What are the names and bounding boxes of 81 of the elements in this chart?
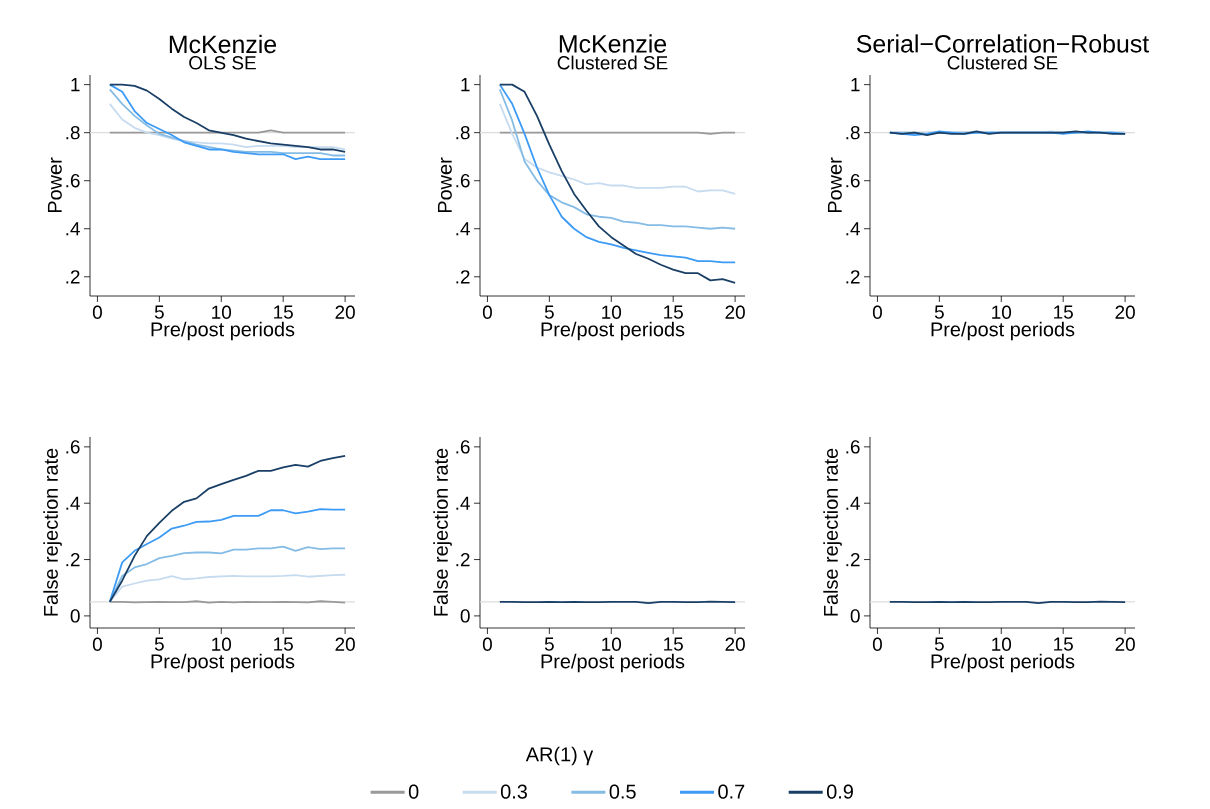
x-tick-label: 0 [872, 305, 882, 319]
legend-label: 0.7 [718, 784, 745, 799]
y-tick-label: .6 [456, 174, 470, 188]
x-axis-title: Pre/post periods [151, 653, 295, 673]
y-tick-label: 1 [851, 78, 860, 92]
y-tick-label: .4 [66, 496, 80, 510]
y-tick-label: .6 [456, 440, 470, 454]
y-tick-label: .6 [66, 440, 80, 454]
y-tick-label: .6 [846, 440, 860, 454]
y-tick-label: .4 [456, 496, 470, 510]
y-tick-label: 1 [461, 78, 470, 92]
x-tick-label: 20 [335, 637, 355, 651]
y-tick-label: .2 [66, 270, 80, 284]
y-tick-label: .2 [846, 270, 860, 284]
y-tick-label: .8 [66, 125, 80, 140]
x-tick-label: 5 [934, 637, 944, 651]
x-axis-title: Pre/post periods [931, 653, 1075, 673]
x-tick-label: 20 [1115, 305, 1135, 319]
y-tick-label: 0 [70, 609, 80, 623]
y-tick-label: .4 [846, 222, 860, 236]
chart-subtitle: Clustered SE [557, 55, 668, 70]
y-tick-label: 1 [71, 78, 80, 92]
y-tick-label: 0 [850, 609, 860, 623]
y-tick-label: 0 [460, 609, 470, 623]
x-tick-label: 20 [725, 637, 745, 651]
y-tick-label: .6 [846, 174, 860, 188]
legend-label: 0.9 [826, 784, 853, 799]
legend-label: 0.5 [609, 784, 636, 799]
chart-title: McKenzie [169, 34, 277, 54]
x-tick-label: 0 [872, 637, 882, 651]
x-tick-label: 10 [212, 305, 232, 319]
legend-label: 0.3 [500, 784, 527, 799]
x-axis-title: Pre/post periods [931, 321, 1075, 341]
x-tick-label: 15 [274, 637, 293, 651]
x-tick-label: 20 [725, 305, 745, 319]
x-tick-label: 10 [212, 637, 232, 651]
x-tick-label: 20 [1115, 637, 1135, 651]
x-tick-label: 5 [544, 305, 554, 319]
y-tick-label: .8 [846, 125, 860, 140]
y-axis-title: False rejection rate [433, 448, 452, 616]
x-tick-label: 0 [92, 637, 102, 651]
x-tick-label: 10 [992, 305, 1012, 319]
x-tick-label: 5 [934, 305, 944, 319]
y-tick-label: .2 [456, 552, 470, 567]
x-tick-label: 0 [482, 305, 492, 319]
y-axis-title: False rejection rate [823, 448, 842, 616]
x-tick-label: 10 [602, 305, 622, 319]
x-tick-label: 15 [274, 305, 293, 319]
chart-subtitle: OLS SE [189, 56, 256, 70]
chart-subtitle: Clustered SE [947, 55, 1058, 70]
y-tick-label: .4 [846, 496, 860, 510]
x-tick-label: 20 [335, 305, 355, 319]
x-tick-label: 5 [544, 637, 554, 651]
x-tick-label: 10 [602, 637, 622, 651]
x-tick-label: 15 [1054, 305, 1073, 319]
y-tick-label: .8 [456, 125, 470, 140]
legend-label: 0 [408, 784, 419, 799]
x-tick-label: 0 [482, 637, 492, 651]
y-tick-label: .2 [456, 270, 470, 284]
x-tick-label: 15 [664, 305, 683, 319]
y-tick-label: .6 [66, 174, 80, 188]
x-tick-label: 10 [992, 637, 1012, 651]
legend-title: AR(1) γ [525, 746, 594, 766]
x-tick-label: 15 [1054, 637, 1073, 651]
chart-title: Serial−Correlation−Robust [856, 34, 1150, 53]
y-axis-title: Power [827, 157, 842, 213]
x-axis-title: Pre/post periods [541, 321, 685, 341]
x-tick-label: 0 [92, 305, 102, 319]
x-tick-label: 15 [664, 637, 683, 651]
y-axis-title: False rejection rate [43, 448, 62, 616]
y-tick-label: .4 [456, 222, 470, 236]
x-tick-label: 5 [154, 305, 164, 319]
y-tick-label: .2 [66, 552, 80, 567]
y-axis-title: Power [47, 157, 62, 213]
y-tick-label: .4 [66, 222, 80, 236]
y-tick-label: .2 [846, 552, 860, 567]
x-axis-title: Pre/post periods [151, 321, 295, 341]
x-tick-label: 5 [154, 637, 164, 651]
y-axis-title: Power [437, 157, 452, 213]
chart-title: McKenzie [559, 34, 667, 53]
x-axis-title: Pre/post periods [541, 653, 685, 673]
